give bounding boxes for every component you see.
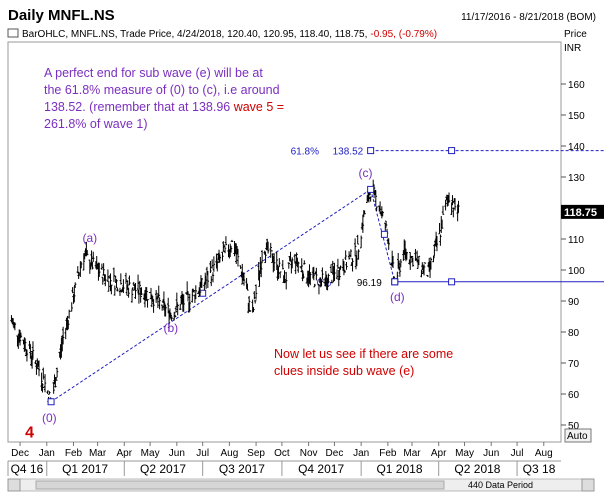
y-tick-label: 150 [568, 111, 585, 122]
scrollbar-left-arrow[interactable] [8, 479, 20, 491]
y-tick-label: 100 [568, 266, 585, 277]
scrollbar[interactable]: 440 Data Period [8, 479, 594, 491]
x-tick-label: Apr [431, 448, 447, 459]
chart-title: Daily MNFL.NS [8, 7, 115, 24]
series-label: BarOHLC, MNFL.NS, Trade Price, 4/24/2018… [22, 29, 437, 40]
wave-label: (c) [358, 166, 372, 180]
quarter-label: Q4 16 [11, 462, 44, 476]
y-tick-label: 70 [568, 359, 580, 370]
price-axis-title: Price [564, 29, 587, 40]
quarter-label: Q4 2017 [298, 462, 344, 476]
fib-percent-label: 61.8% [291, 147, 319, 158]
quarter-label: Q1 2018 [376, 462, 422, 476]
wave-label: 4 [25, 424, 34, 441]
scrollbar-thumb[interactable] [36, 481, 444, 489]
x-tick-label: Nov [300, 448, 318, 459]
x-tick-label: Aug [535, 448, 553, 459]
x-tick-label: Oct [274, 448, 290, 459]
x-axis-quarters: Q4 16 Q1 2017 Q2 2017 Q3 2017 Q4 2017 Q1 2018… [8, 461, 561, 476]
annotation-line-4: 261.8% of wave 1) [44, 117, 148, 131]
fib-marker [449, 148, 455, 154]
x-tick-label: May [141, 448, 160, 459]
wave-point-marker [392, 279, 398, 285]
x-axis-months: Dec Jan Feb Mar Apr May Jun Jul Aug Sep Oct Nov Dec J… [11, 442, 553, 459]
quarter-label: Q2 2017 [140, 462, 186, 476]
wave-point-marker [381, 231, 387, 237]
series-color-swatch [8, 29, 18, 37]
auto-scale-label: Auto [567, 431, 588, 442]
x-tick-label: Jan [353, 448, 369, 459]
x-tick-label: Apr [117, 448, 133, 459]
date-range: 11/17/2016 - 8/21/2018 (BOM) [461, 12, 596, 23]
x-tick-label: Dec [326, 448, 344, 459]
quarter-label: Q1 2017 [62, 462, 108, 476]
y-tick-label: 110 [568, 235, 584, 246]
x-tick-label: Aug [220, 448, 238, 459]
auto-scale-button[interactable]: Auto [565, 429, 591, 442]
annotation-line-2: clues inside sub wave (e) [274, 364, 414, 378]
x-tick-label: Jun [169, 448, 185, 459]
x-tick-label: Mar [89, 448, 107, 459]
series-ohlc-values: BarOHLC, MNFL.NS, Trade Price, 4/24/2018… [22, 29, 367, 40]
x-tick-label: Jun [483, 448, 499, 459]
wave-label: (b) [163, 321, 178, 335]
series-change: -0.95, (-0.79%) [370, 29, 437, 40]
annotation-line-1: A perfect end for sub wave (e) will be a… [44, 66, 263, 80]
x-tick-label: Dec [11, 448, 29, 459]
x-tick-label: Feb [379, 448, 397, 459]
fib-marker [368, 148, 374, 154]
annotation-line-1: Now let us see if there are some [274, 347, 453, 361]
y-tick-label: 130 [568, 173, 585, 184]
quarter-label: Q3 18 [523, 462, 556, 476]
x-tick-label: Feb [65, 448, 83, 459]
wave-label: (a) [82, 231, 97, 245]
quarter-label: Q2 2018 [454, 462, 500, 476]
y-tick-label: 90 [568, 297, 580, 308]
x-tick-label: Jul [511, 448, 524, 459]
y-tick-label: 160 [568, 80, 585, 91]
wave-point-marker [368, 186, 374, 192]
y-tick-label: 80 [568, 328, 580, 339]
last-price-badge: 118.75 [561, 205, 604, 219]
annotation-line-2: the 61.8% measure of (0) to (c), i.e aro… [44, 83, 280, 97]
last-price-value: 118.75 [564, 207, 597, 219]
x-tick-label: Mar [403, 448, 421, 459]
data-period: 440 Data Period [468, 480, 533, 490]
wave-label: (0) [42, 411, 57, 425]
wave-label: (d) [390, 290, 405, 304]
quarter-label: Q3 2017 [219, 462, 265, 476]
price-axis-unit: INR [564, 43, 581, 54]
x-tick-label: Jan [39, 448, 55, 459]
annotation-highlight: wave 5 = [233, 100, 284, 114]
fib-marker [449, 279, 455, 285]
scrollbar-right-arrow[interactable] [582, 479, 594, 491]
x-tick-label: Sep [247, 448, 265, 459]
wave-point-marker [48, 399, 54, 405]
y-axis: 5060708090100110120130140150160 [561, 80, 585, 432]
fib-value-label: 138.52 [333, 147, 364, 158]
x-tick-label: May [455, 448, 474, 459]
y-tick-label: 60 [568, 390, 580, 401]
fib-value-label: 96.19 [357, 278, 382, 289]
y-tick-label: 140 [568, 142, 585, 153]
x-tick-label: Jul [196, 448, 209, 459]
annotation-line-3: 138.52. (remember that at 138.96 [44, 100, 234, 114]
